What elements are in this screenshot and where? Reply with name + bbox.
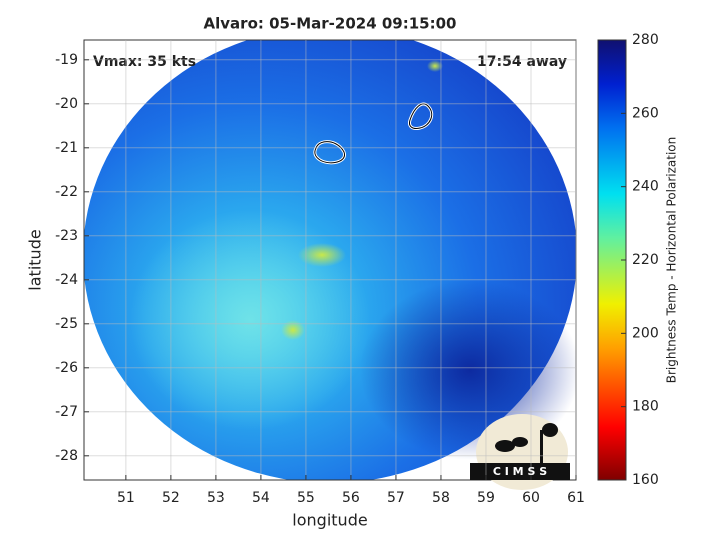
x-tick-label: 52 — [162, 490, 180, 506]
colorbar-tick-label: 260 — [632, 105, 659, 121]
x-tick-label: 61 — [567, 490, 585, 506]
warm-spot — [298, 243, 346, 267]
colorbar-tick-label: 240 — [632, 179, 659, 195]
x-tick-label: 60 — [522, 490, 540, 506]
swath — [84, 40, 576, 480]
colorbar-tick-label: 280 — [632, 32, 659, 48]
y-tick-label: -25 — [55, 316, 78, 332]
y-tick-label: -24 — [55, 272, 78, 288]
colorbar-tick-label: 180 — [632, 399, 659, 415]
cyan-region — [130, 210, 370, 430]
colorbar-tick-label: 160 — [632, 472, 659, 488]
colorbar-label: Brightness Temp - Horizontal Polarizatio… — [665, 137, 679, 384]
y-tick-label: -21 — [55, 140, 78, 156]
annotation: 17:54 away — [477, 54, 567, 70]
logo-text: C I M S S — [493, 465, 547, 478]
x-tick-label: 58 — [432, 490, 450, 506]
y-tick-label: -19 — [55, 52, 78, 68]
x-axis-label: longitude — [292, 511, 367, 530]
x-tick-label: 53 — [207, 490, 225, 506]
y-tick-label: -22 — [55, 184, 78, 200]
warm-spot — [281, 320, 305, 340]
y-tick-label: -28 — [55, 448, 78, 464]
logo: C I M S S — [470, 414, 570, 490]
y-tick-label: -20 — [55, 96, 78, 112]
logo-dish — [495, 440, 515, 452]
contour — [409, 103, 433, 129]
x-tick-label: 56 — [342, 490, 360, 506]
warm-spot — [427, 60, 443, 72]
contour — [314, 141, 346, 164]
x-tick-label: 51 — [117, 490, 135, 506]
x-tick-label: 57 — [387, 490, 405, 506]
y-tick-label: -27 — [55, 404, 78, 420]
logo-band — [470, 463, 570, 480]
y-tick-label: -26 — [55, 360, 78, 376]
logo-tank — [542, 423, 558, 437]
x-tick-label: 54 — [252, 490, 270, 506]
y-tick-label: -23 — [55, 228, 78, 244]
logo-dish — [512, 437, 528, 447]
colorbar-tick-label: 200 — [632, 325, 659, 341]
logo-tower — [540, 430, 543, 464]
plot-area — [84, 40, 576, 480]
x-tick-label: 55 — [297, 490, 315, 506]
colorbar-tick-label: 220 — [632, 252, 659, 268]
annotation: Vmax: 35 kts — [93, 54, 196, 70]
y-axis-label: latitude — [26, 229, 45, 290]
x-tick-label: 59 — [477, 490, 495, 506]
title: Alvaro: 05-Mar-2024 09:15:00 — [204, 15, 457, 33]
